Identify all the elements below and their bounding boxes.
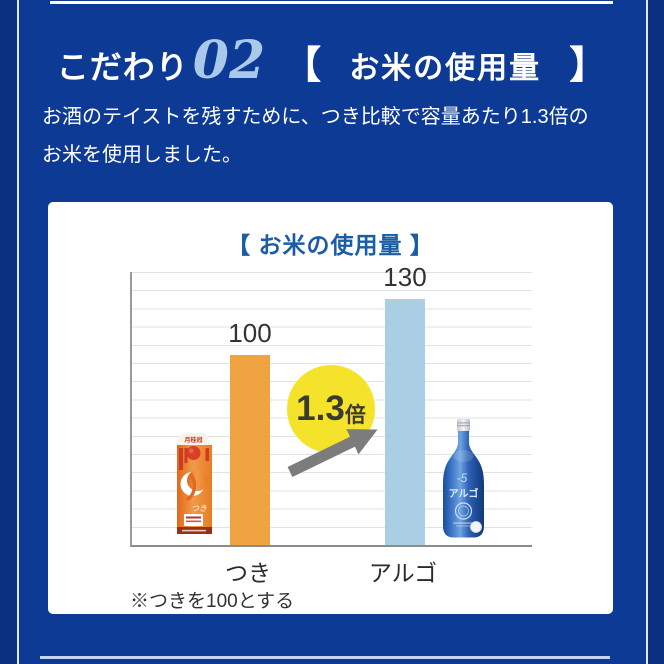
tsuki-sake-carton-image: 月桂冠 つき [175, 431, 212, 538]
argo-sake-bottle-image: -5 アルゴ [440, 419, 487, 541]
bottle-graphic: -5 アルゴ [443, 419, 484, 538]
header-bracket-open: 【 [283, 45, 322, 87]
description-line-1: お酒のテイストを残すために、つき比較で容量あたり1.3倍の [42, 106, 589, 128]
chart-card-title: 【 お米の使用量 】 [227, 232, 434, 258]
kodawari-number: 02 [192, 30, 266, 91]
svg-text:アルゴ: アルゴ [449, 487, 479, 500]
svg-text:月桂冠: 月桂冠 [183, 436, 202, 444]
description-line-2: お米を使用しました。 [42, 144, 242, 166]
chart-card: 【 お米の使用量 】 100 130 [48, 202, 613, 614]
section-header: こだわり 02 【 お米の使用量 】 [0, 30, 664, 91]
header-bracket-close: 】 [569, 45, 608, 87]
bar-column-tsuki: 100 [228, 272, 272, 545]
bottom-separator-line [40, 656, 610, 659]
right-border-line [646, 0, 648, 664]
kodawari-label: こだわり [56, 49, 189, 85]
left-border-line [17, 0, 19, 664]
bar-value-label-tsuki: 100 [228, 318, 272, 348]
svg-text:つき: つき [191, 504, 207, 513]
category-label-argo: アルゴ [368, 560, 438, 586]
bar-value-label-argo: 130 [383, 262, 427, 292]
badge-unit: 倍 [344, 404, 366, 427]
badge-value: 1.3 [296, 389, 345, 428]
bar-argo [385, 299, 425, 545]
bar-tsuki [230, 355, 270, 545]
description-text: お酒のテイストを残すために、つき比較で容量あたり1.3倍の お米を使用しました。 [42, 98, 622, 174]
chart-footnote: ※つきを100とする [130, 591, 295, 612]
top-separator-line [50, 1, 613, 4]
carton-graphic: 月桂冠 つき [177, 433, 212, 534]
svg-text:-5: -5 [457, 471, 468, 485]
section-title: お米の使用量 [349, 52, 542, 85]
arrow-up-right-icon [287, 429, 378, 477]
bar-column-argo: 130 [383, 262, 427, 545]
category-label-tsuki: つき [225, 560, 271, 586]
